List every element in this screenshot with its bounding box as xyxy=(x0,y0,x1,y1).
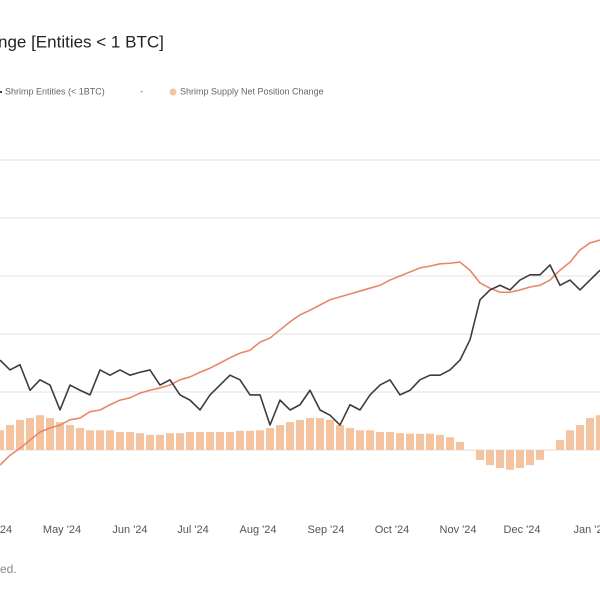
bar xyxy=(316,418,324,450)
x-tick-label: Jan '2 xyxy=(573,524,600,536)
x-tick-label: Sep '24 xyxy=(308,524,345,536)
bar xyxy=(276,425,284,450)
bar xyxy=(66,425,74,450)
bar xyxy=(56,422,64,450)
bar xyxy=(476,450,484,460)
bar xyxy=(226,432,234,450)
bar xyxy=(96,430,104,450)
x-tick-label: Nov '24 xyxy=(440,524,477,536)
legend-label: Shrimp Supply Net Position Change xyxy=(180,86,324,96)
bar xyxy=(236,430,244,450)
bar xyxy=(0,430,4,450)
bar xyxy=(26,418,34,450)
legend-separator: - xyxy=(140,86,143,96)
bar xyxy=(566,430,574,450)
bar xyxy=(596,415,600,450)
bar xyxy=(16,419,24,450)
bar xyxy=(286,422,294,450)
bar xyxy=(46,418,54,450)
bar xyxy=(306,418,314,450)
x-tick-label: Jul '24 xyxy=(177,524,208,536)
bar xyxy=(356,430,364,450)
bar xyxy=(466,450,474,451)
bar xyxy=(76,427,84,450)
bar xyxy=(266,427,274,450)
bar xyxy=(136,433,144,450)
bar xyxy=(296,419,304,450)
bar xyxy=(176,433,184,450)
bar xyxy=(346,427,354,450)
bar xyxy=(426,433,434,450)
bar xyxy=(336,425,344,450)
bar xyxy=(416,433,424,450)
bar xyxy=(196,432,204,450)
bar xyxy=(536,450,544,460)
x-tick-label: '24 xyxy=(0,524,12,536)
bar xyxy=(106,430,114,450)
bar xyxy=(256,430,264,450)
bar xyxy=(486,450,494,466)
bar xyxy=(146,434,154,450)
bar xyxy=(156,434,164,450)
x-tick-label: May '24 xyxy=(43,524,81,536)
bar xyxy=(386,432,394,450)
bar xyxy=(326,419,334,450)
legend-label: Shrimp Entities (< 1BTC) xyxy=(5,86,105,96)
x-tick-label: Dec '24 xyxy=(504,524,541,536)
footer-note: ed. xyxy=(0,562,17,576)
bar xyxy=(116,432,124,450)
legend-marker xyxy=(169,88,177,96)
chart-title: nge [Entities < 1 BTC] xyxy=(0,32,164,51)
bar xyxy=(556,440,564,450)
line xyxy=(0,239,600,466)
bar xyxy=(546,450,554,451)
bar xyxy=(506,450,514,470)
bar xyxy=(496,450,504,468)
bar xyxy=(436,434,444,450)
x-tick-label: Oct '24 xyxy=(375,524,410,536)
bar xyxy=(446,437,454,450)
bar xyxy=(86,430,94,450)
bar xyxy=(186,432,194,450)
bar xyxy=(216,432,224,450)
bar xyxy=(396,433,404,450)
bar xyxy=(406,433,414,450)
bar xyxy=(456,441,464,450)
bar xyxy=(586,418,594,450)
bar xyxy=(376,432,384,450)
bar xyxy=(6,425,14,450)
bar xyxy=(516,450,524,468)
x-tick-label: Aug '24 xyxy=(240,524,277,536)
bar xyxy=(526,450,534,466)
bar xyxy=(206,432,214,450)
bar xyxy=(576,425,584,450)
bar xyxy=(246,430,254,450)
x-tick-label: Jun '24 xyxy=(112,524,147,536)
bar xyxy=(166,433,174,450)
bar xyxy=(366,430,374,450)
line xyxy=(0,264,600,426)
bar xyxy=(126,432,134,450)
